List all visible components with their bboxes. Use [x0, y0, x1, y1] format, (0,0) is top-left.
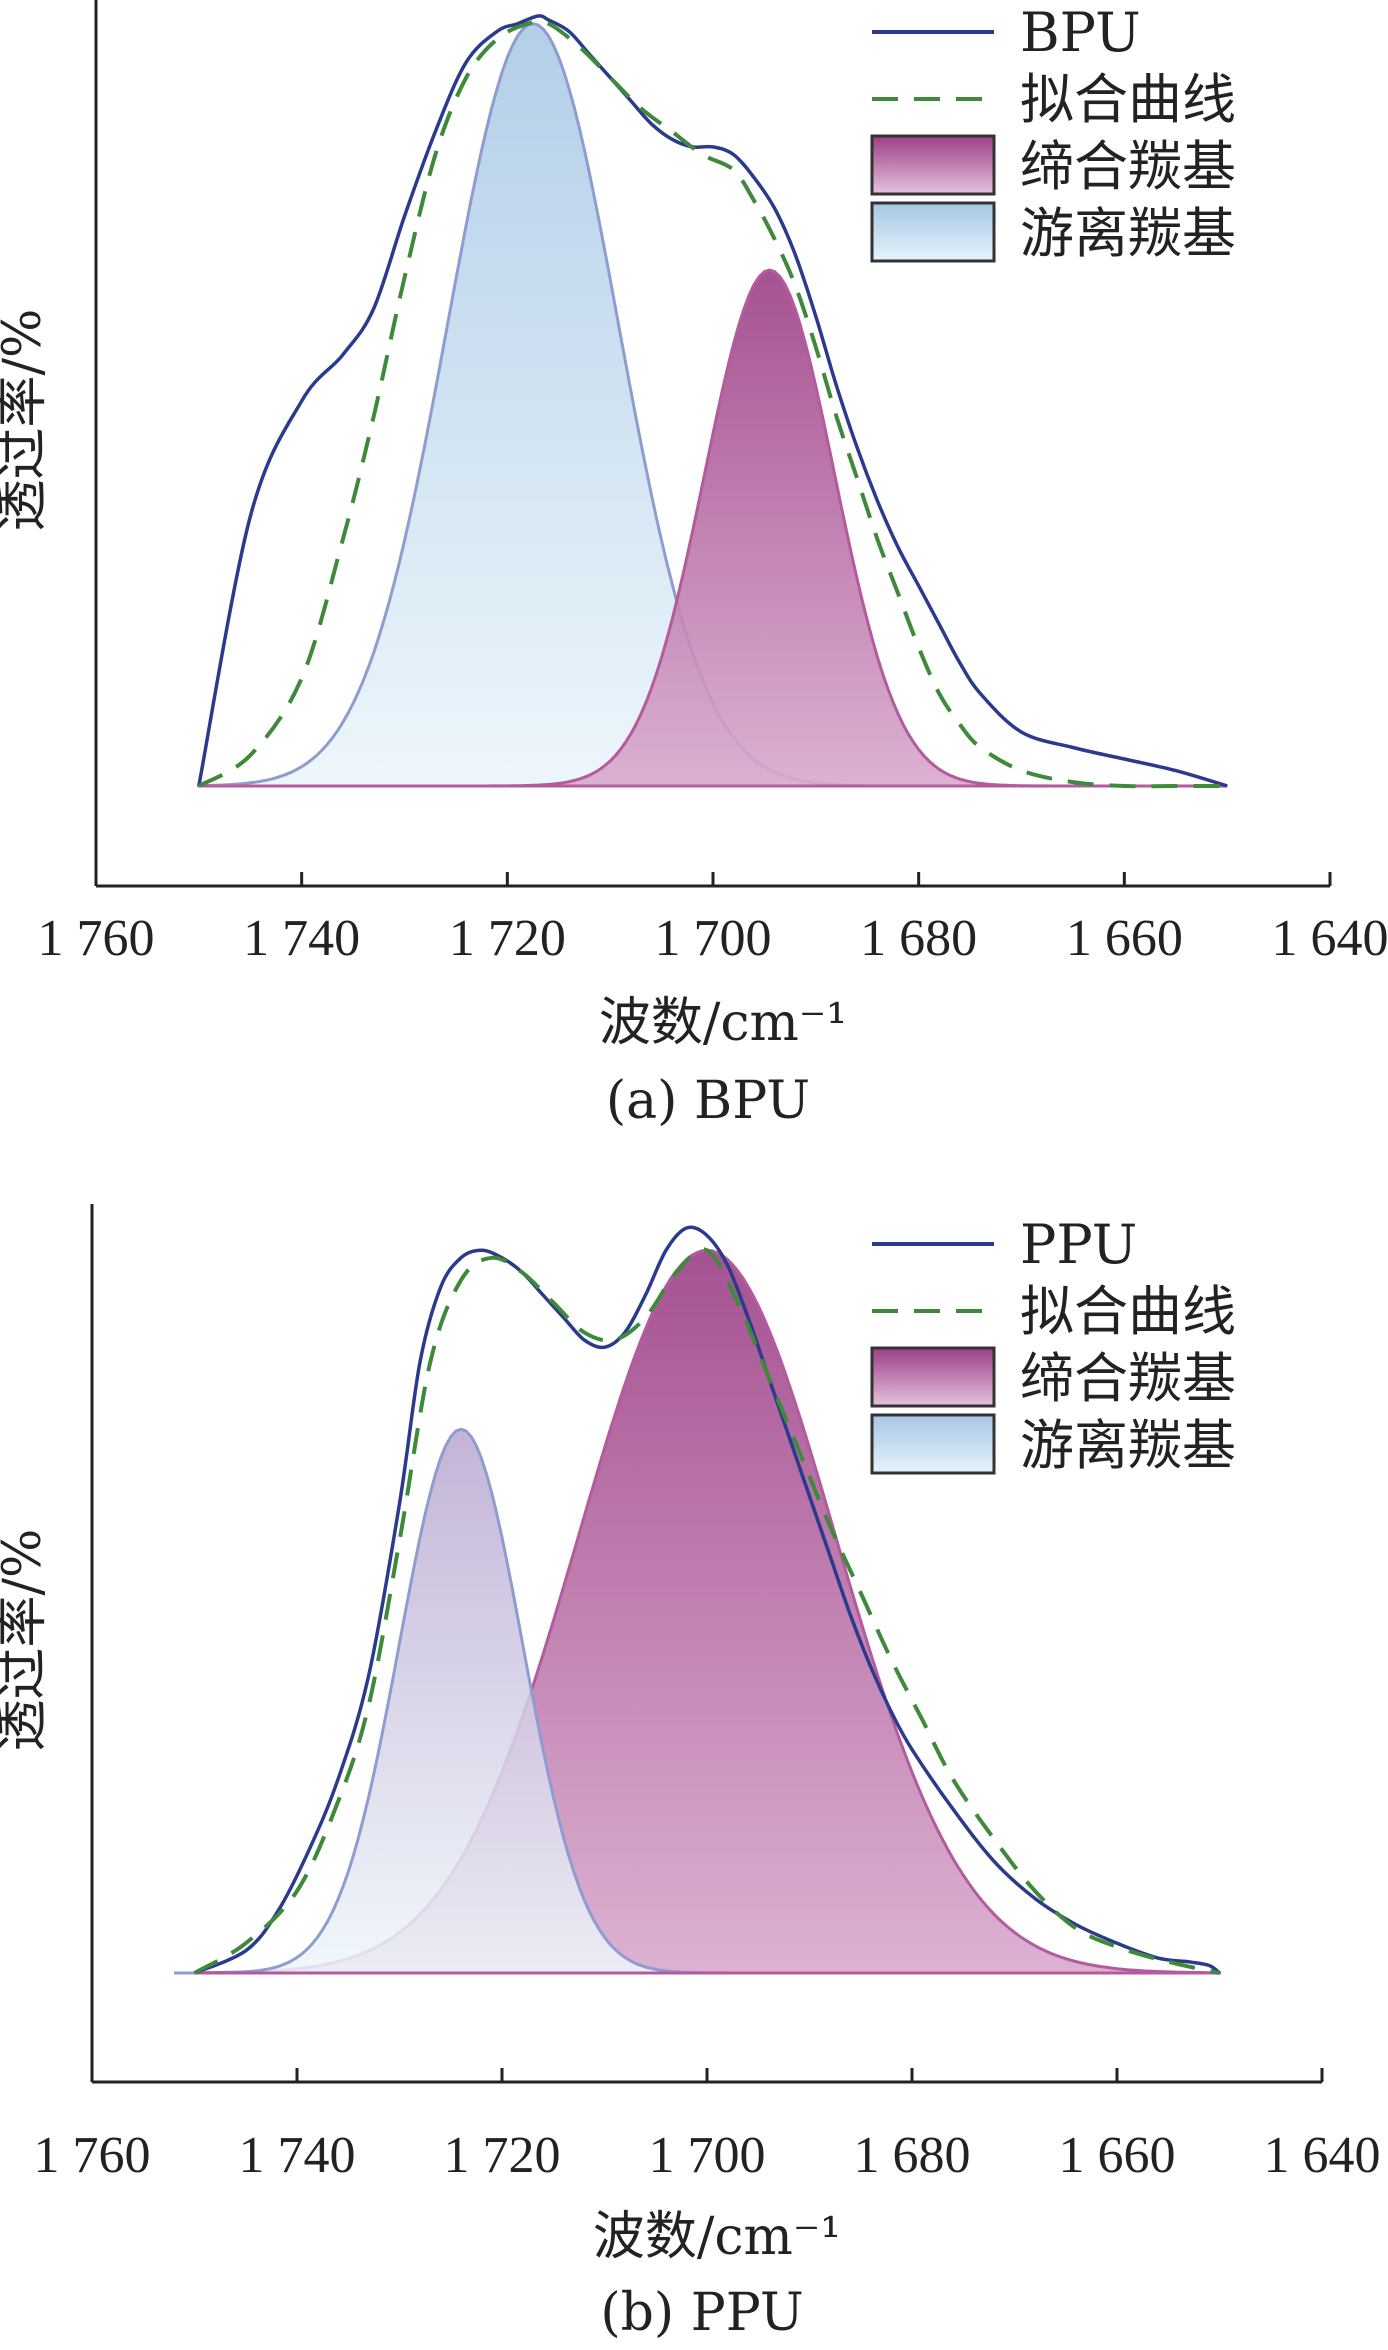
fit-curve-line: [197, 19, 1228, 789]
x-tick-label: 1 720: [444, 2127, 561, 2184]
fit-curve-line: [193, 1247, 1220, 1975]
x-tick-label: 1 680: [854, 2127, 971, 2184]
x-tick-label: 1 640: [1264, 2127, 1381, 2184]
x-tick-label: 1 740: [239, 2127, 356, 2184]
legend-label: 缔合羰基: [1020, 135, 1236, 198]
x-tick-label: 1 740: [243, 910, 360, 967]
x-tick-label: 1 680: [860, 910, 977, 967]
legend-label: 游离羰基: [1020, 1414, 1236, 1477]
chart-panel-a: 1 760 1 740 1 720 1 700 1 680 1 660 1 640 波数/cm…: [0, 0, 1388, 1131]
legend-label: BPU: [1020, 1, 1141, 64]
x-axis-label: 波数/cm⁻¹: [593, 2207, 841, 2267]
legend-label: 拟合曲线: [1020, 68, 1236, 131]
y-axis-label: 透过率/%: [0, 309, 53, 532]
x-axis-label: 波数/cm⁻¹: [599, 993, 847, 1053]
x-tick-label: 1 700: [655, 910, 772, 967]
x-tick-label: 1 660: [1066, 910, 1183, 967]
x-tick-label: 1 700: [649, 2127, 766, 2184]
x-tick-label: 1 640: [1272, 910, 1388, 967]
legend-swatch-free: [870, 201, 996, 263]
x-tick-label: 1 720: [449, 910, 566, 967]
legend-label: 拟合曲线: [1020, 1280, 1236, 1343]
legend-label: PPU: [1020, 1213, 1137, 1276]
legend-swatch-free: [870, 1413, 996, 1475]
y-axis-label: 透过率/%: [0, 1529, 53, 1752]
measured-curve-line: [193, 1225, 1221, 1975]
legend-label: 游离羰基: [1020, 202, 1236, 265]
legend-swatch-bonded: [870, 134, 996, 196]
legend-label: 缔合羰基: [1020, 1347, 1236, 1410]
x-tick-label: 1 760: [38, 910, 155, 967]
x-tick-label: 1 660: [1059, 2127, 1176, 2184]
legend-swatch-bonded: [870, 1346, 996, 1408]
panel-caption: (b) PPU: [600, 2283, 803, 2343]
x-tick-label: 1 760: [34, 2127, 151, 2184]
chart-panel-b: 1 760 1 740 1 720 1 700 1 680 1 660 1 640 波数/cm…: [0, 1204, 1381, 2343]
panel-caption: (a) BPU: [606, 1071, 810, 1131]
